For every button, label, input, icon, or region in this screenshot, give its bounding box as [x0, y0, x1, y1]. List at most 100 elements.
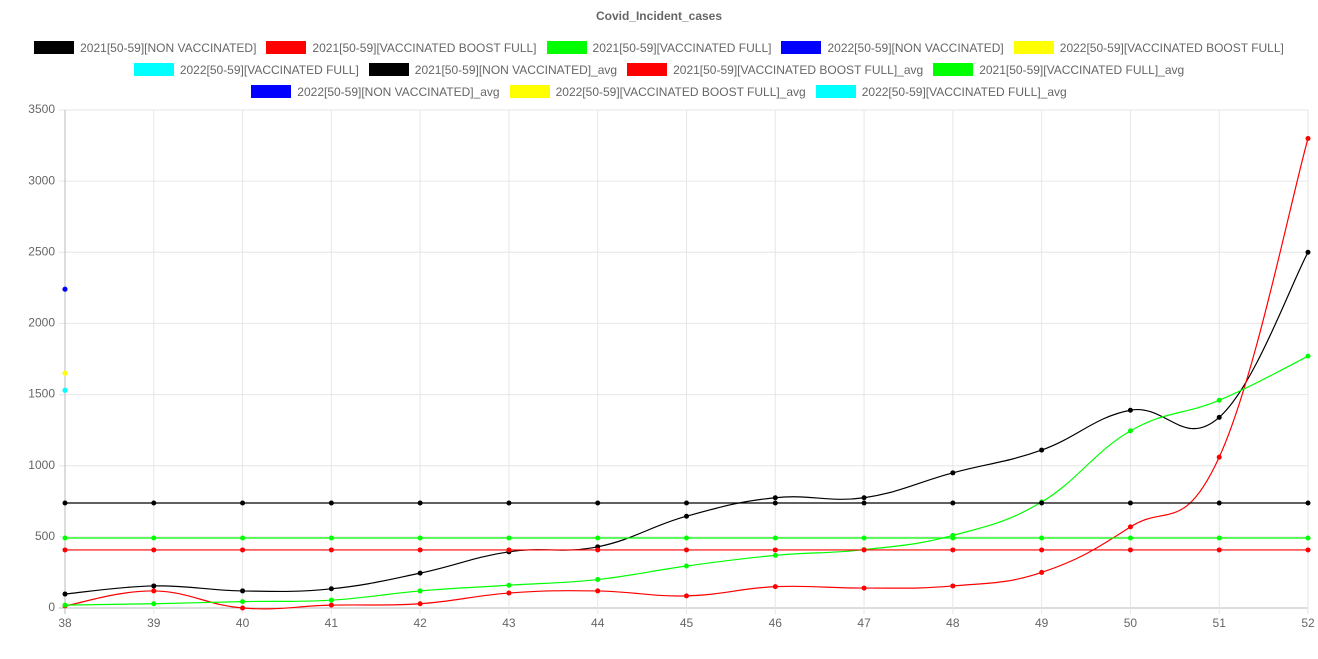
- data-point: [417, 601, 423, 607]
- y-tick-label: 1500: [28, 387, 55, 401]
- data-point: [328, 597, 334, 603]
- data-point: [240, 605, 246, 611]
- data-point: [950, 470, 956, 476]
- legend-item[interactable]: 2022[50-59][NON VACCINATED]: [781, 40, 1004, 55]
- data-point: [1305, 249, 1311, 255]
- legend-swatch: [133, 63, 174, 76]
- data-point: [151, 601, 157, 607]
- legend-swatch: [781, 41, 822, 54]
- legend-swatch: [933, 63, 974, 76]
- x-tick-label: 45: [680, 616, 694, 630]
- data-point: [506, 500, 512, 506]
- data-point: [151, 535, 157, 541]
- data-point: [62, 387, 68, 393]
- data-point: [62, 547, 68, 553]
- data-point: [151, 583, 157, 589]
- x-tick-label: 42: [413, 616, 427, 630]
- data-point: [1305, 353, 1311, 359]
- data-point: [861, 500, 867, 506]
- data-point: [595, 535, 601, 541]
- data-point: [240, 588, 246, 594]
- data-point: [950, 547, 956, 553]
- data-point: [1305, 535, 1311, 541]
- data-point: [595, 500, 601, 506]
- data-point: [1216, 535, 1222, 541]
- data-point: [950, 583, 956, 589]
- legend-item[interactable]: 2021[50-59][VACCINATED FULL]_avg: [933, 62, 1185, 77]
- chart-title: Covid_Incident_cases: [596, 9, 722, 23]
- legend-label: 2022[50-59][VACCINATED BOOST FULL]_avg: [555, 84, 806, 99]
- data-point: [684, 535, 689, 541]
- data-point: [240, 535, 246, 541]
- legend-swatch: [815, 85, 856, 98]
- data-point: [328, 535, 334, 541]
- legend-label: 2021[50-59][VACCINATED FULL]_avg: [979, 62, 1185, 77]
- data-point: [240, 547, 246, 553]
- y-tick-label: 1000: [28, 458, 55, 472]
- y-tick-label: 3500: [28, 102, 55, 116]
- legend-label: 2022[50-59][NON VACCINATED]_avg: [297, 84, 500, 99]
- legend-swatch: [546, 41, 587, 54]
- data-point: [506, 582, 512, 588]
- data-point: [417, 500, 423, 506]
- data-point: [950, 535, 956, 541]
- x-tick-label: 38: [58, 616, 72, 630]
- y-tick-label: 2500: [28, 244, 55, 258]
- x-tick-label: 40: [236, 616, 250, 630]
- data-point: [62, 500, 68, 506]
- data-point: [1216, 454, 1222, 460]
- data-point: [328, 586, 334, 592]
- data-point: [684, 563, 689, 569]
- data-point: [506, 590, 512, 596]
- data-point: [328, 500, 334, 506]
- legend-item[interactable]: 2021[50-59][NON VACCINATED]: [34, 41, 256, 55]
- data-point: [1305, 547, 1311, 553]
- data-point: [506, 535, 512, 541]
- data-point: [861, 585, 867, 591]
- data-point: [1039, 535, 1045, 541]
- y-tick-label: 0: [48, 600, 55, 614]
- data-point: [861, 495, 867, 501]
- data-point: [684, 593, 689, 599]
- data-point: [595, 577, 601, 583]
- data-point: [1127, 547, 1133, 553]
- legend-item[interactable]: 2021[50-59][NON VACCINATED]_avg: [368, 62, 618, 77]
- legend-swatch: [509, 85, 550, 98]
- data-point: [1216, 500, 1222, 506]
- legend-item[interactable]: 2022[50-59][VACCINATED BOOST FULL]: [1013, 41, 1284, 55]
- data-point: [62, 591, 68, 597]
- legend: 2021[50-59][NON VACCINATED] 2021[50-59][V…: [20, 40, 1298, 99]
- x-tick-label: 46: [769, 616, 783, 630]
- legend-label: 2021[50-59][NON VACCINATED]_avg: [414, 62, 618, 77]
- data-point: [1216, 397, 1222, 403]
- data-point: [417, 535, 423, 541]
- data-point: [240, 599, 246, 605]
- data-point: [506, 547, 512, 553]
- legend-item[interactable]: 2022[50-59][VACCINATED FULL]: [133, 63, 359, 77]
- data-point: [684, 500, 689, 506]
- data-point: [595, 547, 601, 553]
- legend-item[interactable]: 2021[50-59][VACCINATED BOOST FULL]: [266, 41, 537, 55]
- x-tick-label: 43: [502, 616, 516, 630]
- legend-item[interactable]: 2021[50-59][VACCINATED FULL]: [546, 40, 772, 55]
- data-point: [1127, 428, 1133, 434]
- data-point: [417, 547, 423, 553]
- data-point: [684, 547, 689, 553]
- data-point: [684, 513, 689, 519]
- legend-item[interactable]: 2022[50-59][VACCINATED BOOST FULL]_avg: [509, 84, 806, 99]
- data-point: [1305, 500, 1311, 506]
- legend-item[interactable]: 2021[50-59][VACCINATED BOOST FULL]_avg: [627, 63, 923, 77]
- legend-label: 2022[50-59][NON VACCINATED]: [827, 40, 1004, 55]
- x-tick-label: 49: [1035, 616, 1049, 630]
- data-point: [328, 602, 334, 608]
- legend-item[interactable]: 2022[50-59][NON VACCINATED]_avg: [251, 84, 500, 99]
- legend-item[interactable]: 2022[50-59][VACCINATED FULL]_avg: [815, 85, 1067, 99]
- data-point: [1127, 535, 1133, 541]
- x-tick-label: 41: [325, 616, 339, 630]
- data-point: [1127, 407, 1133, 413]
- legend-label: 2021[50-59][VACCINATED FULL]: [592, 40, 772, 55]
- data-point: [1127, 500, 1133, 506]
- data-point: [417, 570, 423, 576]
- data-point: [151, 547, 157, 553]
